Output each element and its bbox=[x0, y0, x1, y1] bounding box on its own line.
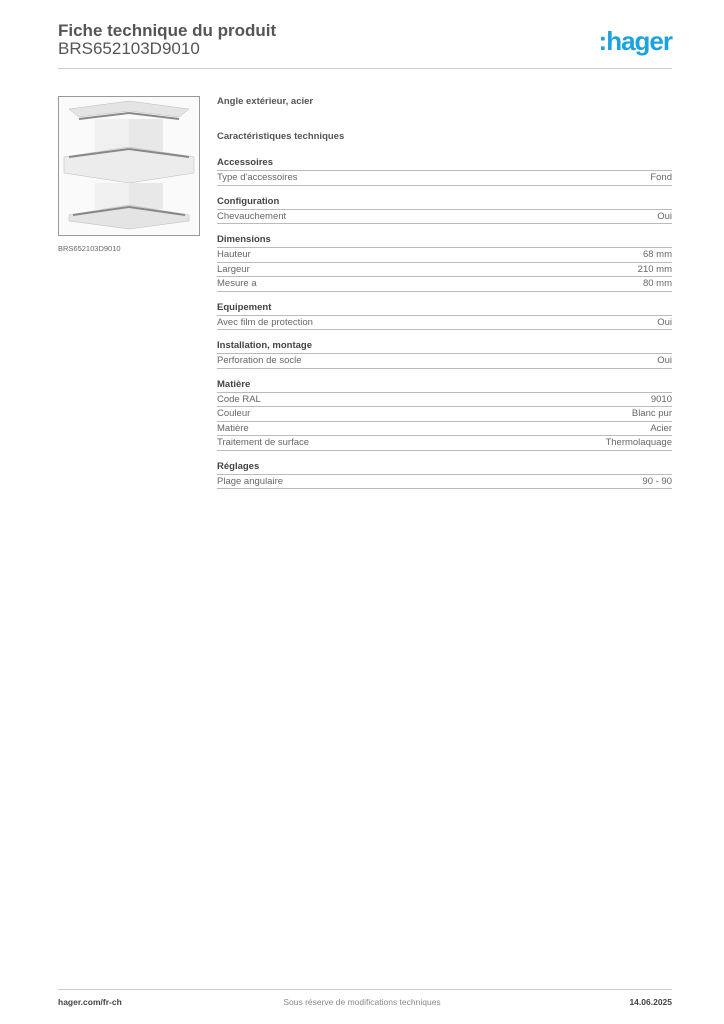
spec-row: Traitement de surface Thermolaquage bbox=[217, 436, 672, 451]
characteristics-heading: Caractéristiques techniques bbox=[217, 131, 345, 142]
spec-label: Mesure a bbox=[217, 278, 257, 289]
section-title: Installation, montage bbox=[217, 339, 672, 354]
spec-label: Couleur bbox=[217, 408, 251, 419]
spec-value: 90 - 90 bbox=[642, 475, 672, 487]
spec-section: Configuration Chevauchement Oui bbox=[217, 195, 672, 224]
spec-row: Plage angulaire 90 - 90 bbox=[217, 475, 672, 489]
spec-row: Couleur Blanc pur bbox=[217, 407, 672, 422]
section-title: Accessoires bbox=[217, 156, 672, 171]
footer-divider bbox=[58, 989, 672, 990]
section-title: Matière bbox=[217, 378, 672, 393]
product-description: Angle extérieur, acier bbox=[217, 96, 314, 107]
spec-section: Accessoires Type d'accessoires Fond bbox=[217, 156, 672, 186]
spec-section: Réglages Plage angulaire 90 - 90 bbox=[217, 460, 672, 489]
section-title: Equipement bbox=[217, 301, 672, 316]
header-divider bbox=[58, 68, 672, 69]
spec-value: Fond bbox=[650, 172, 672, 183]
spec-label: Largeur bbox=[217, 263, 250, 275]
spec-row: Code RAL 9010 bbox=[217, 393, 672, 407]
page-title: Fiche technique du produit bbox=[58, 21, 277, 40]
spec-value: 68 mm bbox=[642, 249, 672, 260]
spec-row: Hauteur 68 mm bbox=[217, 248, 672, 263]
spec-label: Type d'accessoires bbox=[217, 172, 298, 183]
spec-value: 9010 bbox=[650, 393, 672, 405]
footer-date: 14.06.2025 bbox=[629, 997, 672, 1007]
spec-row: Perforation de socle Oui bbox=[217, 354, 672, 369]
spec-section: Equipement Avec film de protection Oui bbox=[217, 301, 672, 330]
section-title: Configuration bbox=[217, 195, 672, 210]
spec-row: Avec film de protection Oui bbox=[217, 316, 672, 330]
spec-label: Avec film de protection bbox=[217, 316, 313, 328]
hager-logo: :hager bbox=[598, 26, 673, 56]
spec-label: Matière bbox=[217, 422, 249, 434]
product-code: BRS652103D9010 bbox=[58, 39, 200, 58]
product-image bbox=[58, 96, 200, 236]
spec-value: Oui bbox=[657, 355, 672, 366]
image-caption: BRS652103D9010 bbox=[58, 244, 121, 253]
spec-row: Largeur 210 mm bbox=[217, 263, 672, 277]
footer-notice: Sous réserve de modifications techniques bbox=[283, 997, 441, 1007]
spec-label: Hauteur bbox=[217, 249, 251, 260]
spec-value: Acier bbox=[650, 422, 672, 434]
spec-row: Matière Acier bbox=[217, 422, 672, 436]
spec-row: Mesure a 80 mm bbox=[217, 277, 672, 292]
spec-label: Code RAL bbox=[217, 393, 261, 405]
spec-value: Blanc pur bbox=[631, 408, 672, 419]
spec-value: Oui bbox=[657, 316, 672, 328]
spec-section: Installation, montage Perforation de socl… bbox=[217, 339, 672, 369]
spec-value: 210 mm bbox=[637, 263, 672, 275]
spec-sheet: Angle extérieur, acier Caractéristiques … bbox=[217, 96, 672, 498]
footer-website[interactable]: hager.com/fr-ch bbox=[58, 997, 122, 1007]
spec-value: Oui bbox=[657, 210, 672, 222]
spec-value: 80 mm bbox=[642, 278, 672, 289]
spec-label: Plage angulaire bbox=[217, 475, 284, 487]
spec-section: Dimensions Hauteur 68 mm Largeur 210 mm Mesur… bbox=[217, 233, 672, 292]
spec-section: Matière Code RAL 9010 Couleur Blanc pur Matiè… bbox=[217, 378, 672, 451]
spec-label: Perforation de socle bbox=[217, 355, 302, 366]
section-title: Dimensions bbox=[217, 233, 672, 248]
spec-row: Chevauchement Oui bbox=[217, 210, 672, 224]
spec-label: Chevauchement bbox=[217, 210, 287, 222]
spec-value: Thermolaquage bbox=[605, 437, 672, 448]
section-title: Réglages bbox=[217, 460, 672, 475]
spec-label: Traitement de surface bbox=[217, 437, 310, 448]
spec-row: Type d'accessoires Fond bbox=[217, 171, 672, 186]
